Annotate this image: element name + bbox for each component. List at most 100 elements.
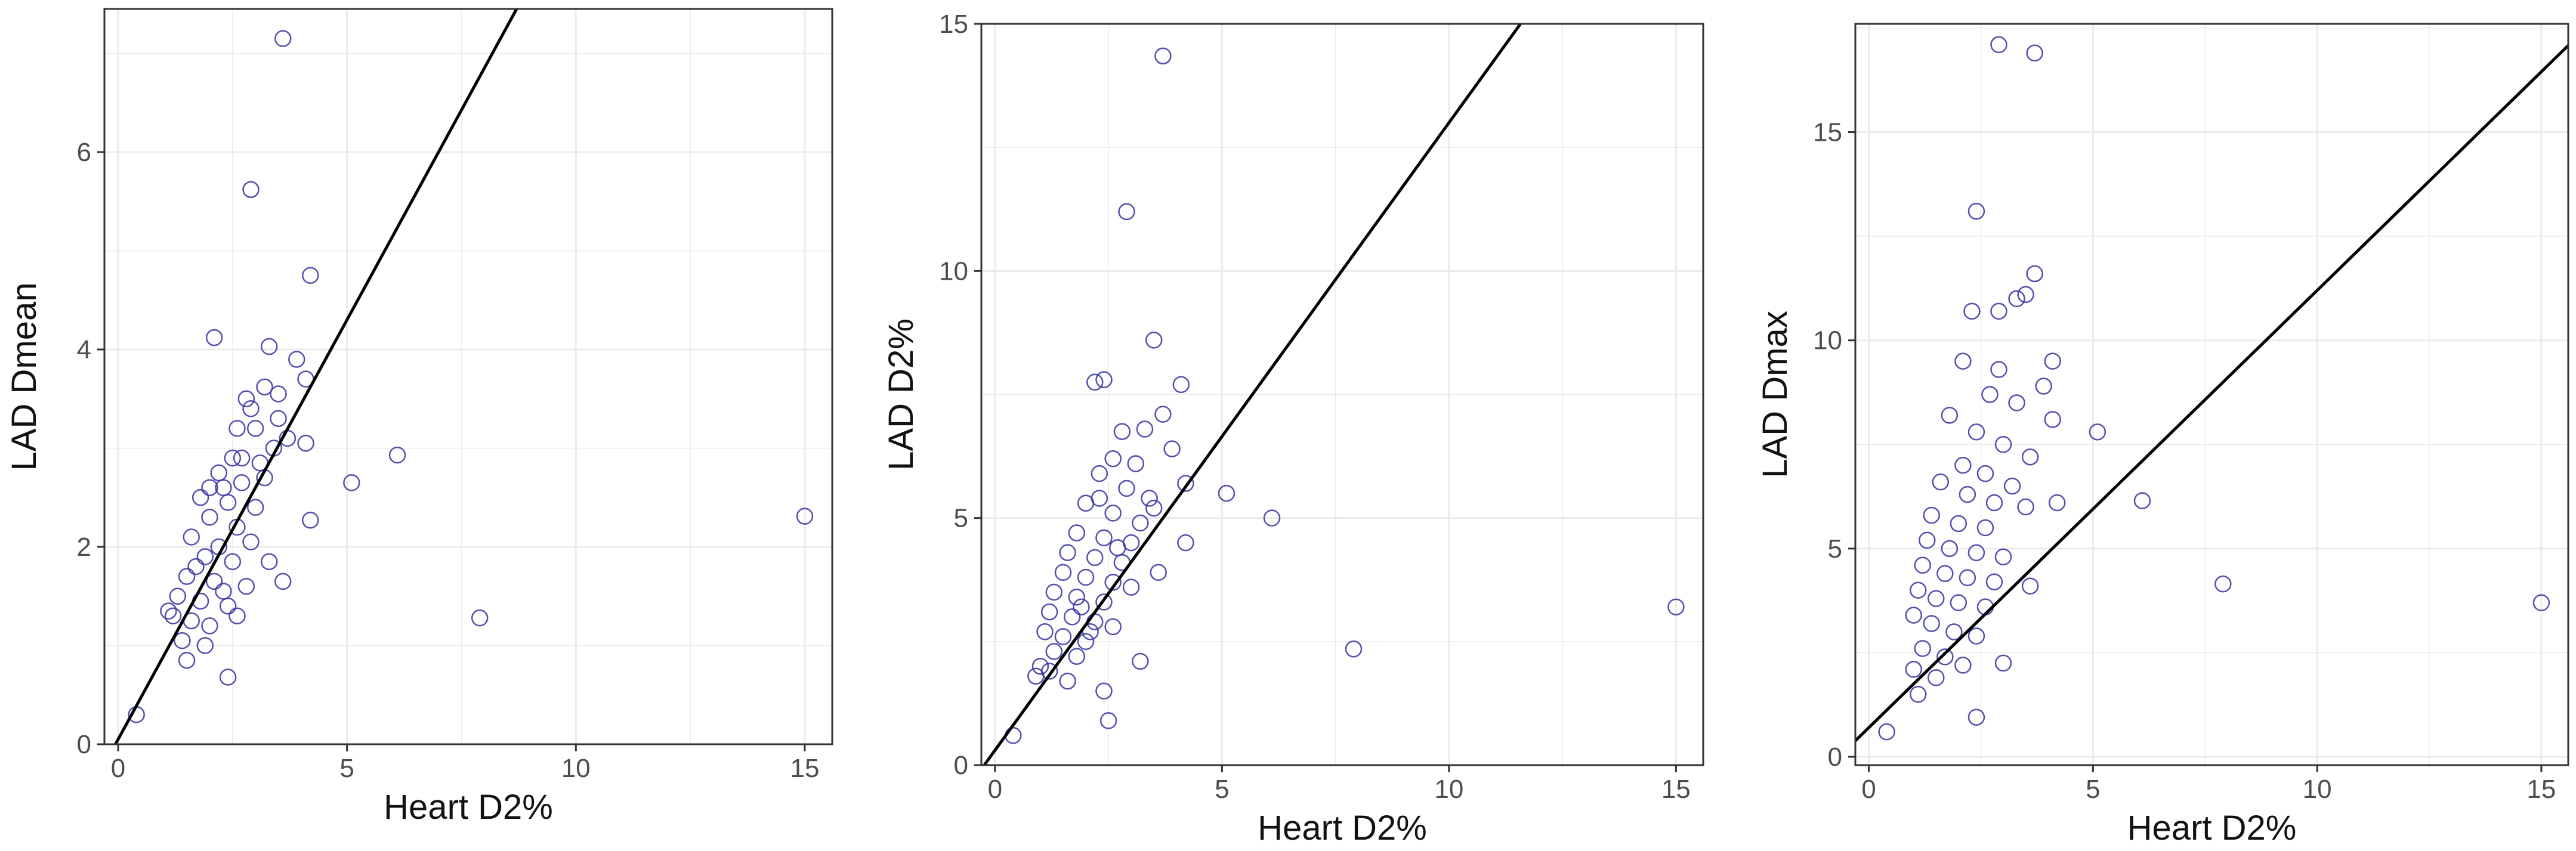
data-point xyxy=(1132,652,1149,670)
data-point xyxy=(2044,411,2061,428)
data-point xyxy=(1954,456,1972,474)
data-point xyxy=(1150,564,1167,581)
data-point xyxy=(1950,594,1967,611)
data-point xyxy=(215,583,232,600)
data-point xyxy=(1914,556,1931,574)
data-point xyxy=(2003,477,2021,495)
y-tick-label: 5 xyxy=(1828,534,1842,564)
data-point xyxy=(1132,514,1149,532)
scatter-panel-dmax: 0 5 10 15 0 5 10 15 Heart D2% LAD Dmax xyxy=(1756,23,2569,847)
data-point xyxy=(2214,575,2232,593)
data-point xyxy=(1967,544,1985,562)
data-point xyxy=(1928,590,1945,607)
fit-line xyxy=(113,9,518,744)
data-point xyxy=(260,553,278,571)
data-point xyxy=(1054,628,1072,645)
data-point xyxy=(1172,376,1190,394)
data-point xyxy=(1036,623,1054,640)
data-point xyxy=(1941,540,1959,558)
data-point xyxy=(1154,47,1172,65)
x-tick-label: 5 xyxy=(2086,775,2100,804)
data-point xyxy=(1919,531,1936,549)
data-point xyxy=(1163,440,1181,457)
data-point xyxy=(201,617,218,635)
data-point xyxy=(2048,494,2066,512)
data-point xyxy=(1967,202,1985,220)
data-point xyxy=(242,400,260,417)
data-point xyxy=(1928,669,1945,686)
data-point xyxy=(1905,606,1922,624)
data-point xyxy=(1145,499,1163,517)
data-point xyxy=(1086,549,1104,567)
data-point xyxy=(1145,332,1163,349)
data-point xyxy=(1985,573,2003,590)
y-tick-label: 10 xyxy=(939,256,968,286)
data-point xyxy=(1950,515,1967,533)
data-point xyxy=(224,449,242,467)
data-point xyxy=(1118,203,1135,221)
data-point xyxy=(228,420,246,437)
x-tick-label: 10 xyxy=(561,754,591,783)
data-point xyxy=(242,181,260,199)
y-tick-label: 15 xyxy=(939,10,968,39)
data-point xyxy=(201,479,218,496)
data-point xyxy=(1990,302,2007,320)
data-point xyxy=(1045,583,1063,601)
x-axis-label: Heart D2% xyxy=(384,788,553,827)
data-point xyxy=(2133,492,2151,509)
data-point xyxy=(242,533,260,550)
data-point xyxy=(1967,627,1985,645)
x-tick-label: 5 xyxy=(339,754,354,783)
data-point xyxy=(1073,598,1090,616)
data-point xyxy=(1954,352,1972,370)
y-tick-label: 0 xyxy=(954,751,968,780)
data-point xyxy=(219,494,237,511)
data-point xyxy=(1994,654,2012,672)
fit-line xyxy=(1855,44,2568,742)
data-point xyxy=(1945,623,1963,640)
data-point xyxy=(388,446,406,464)
data-point xyxy=(191,488,209,506)
data-point xyxy=(1932,473,1950,491)
data-point xyxy=(1976,465,1994,482)
data-point xyxy=(1122,578,1140,596)
data-point xyxy=(1136,420,1154,438)
y-tick-label: 10 xyxy=(1813,326,1842,355)
data-point xyxy=(183,528,200,546)
data-point xyxy=(233,449,251,467)
data-point xyxy=(237,390,255,407)
data-point xyxy=(1914,640,1931,657)
data-point xyxy=(2026,44,2043,62)
y-tick-label: 0 xyxy=(1828,742,1842,772)
data-point xyxy=(2021,577,2039,595)
data-point xyxy=(1345,640,1363,658)
data-point xyxy=(1981,386,1999,403)
data-point xyxy=(1263,509,1281,527)
data-point xyxy=(1005,727,1022,744)
data-point xyxy=(224,553,242,571)
x-tick-label: 15 xyxy=(790,754,819,783)
data-point xyxy=(1095,682,1113,700)
data-point xyxy=(196,637,214,654)
data-point xyxy=(174,632,191,649)
data-point xyxy=(1909,581,1927,599)
data-point xyxy=(1113,423,1131,440)
data-point xyxy=(302,267,319,284)
data-point xyxy=(1967,423,1985,441)
y-tick-label: 6 xyxy=(77,138,91,167)
y-tick-label: 15 xyxy=(1813,118,1842,147)
scatter-panel-d2: 0 5 10 15 0 5 10 15 Heart D2% LAD D2% xyxy=(882,10,1704,847)
data-point xyxy=(178,652,196,669)
data-point xyxy=(1045,643,1063,660)
data-point xyxy=(1104,450,1122,468)
data-point xyxy=(297,434,314,452)
data-point xyxy=(1959,485,1976,503)
data-point xyxy=(1095,593,1113,611)
data-point xyxy=(1104,618,1122,636)
x-tick-label: 5 xyxy=(1215,775,1229,804)
data-point xyxy=(1218,484,1236,502)
data-point xyxy=(205,329,223,346)
data-point xyxy=(1177,534,1194,552)
data-point xyxy=(201,509,218,526)
